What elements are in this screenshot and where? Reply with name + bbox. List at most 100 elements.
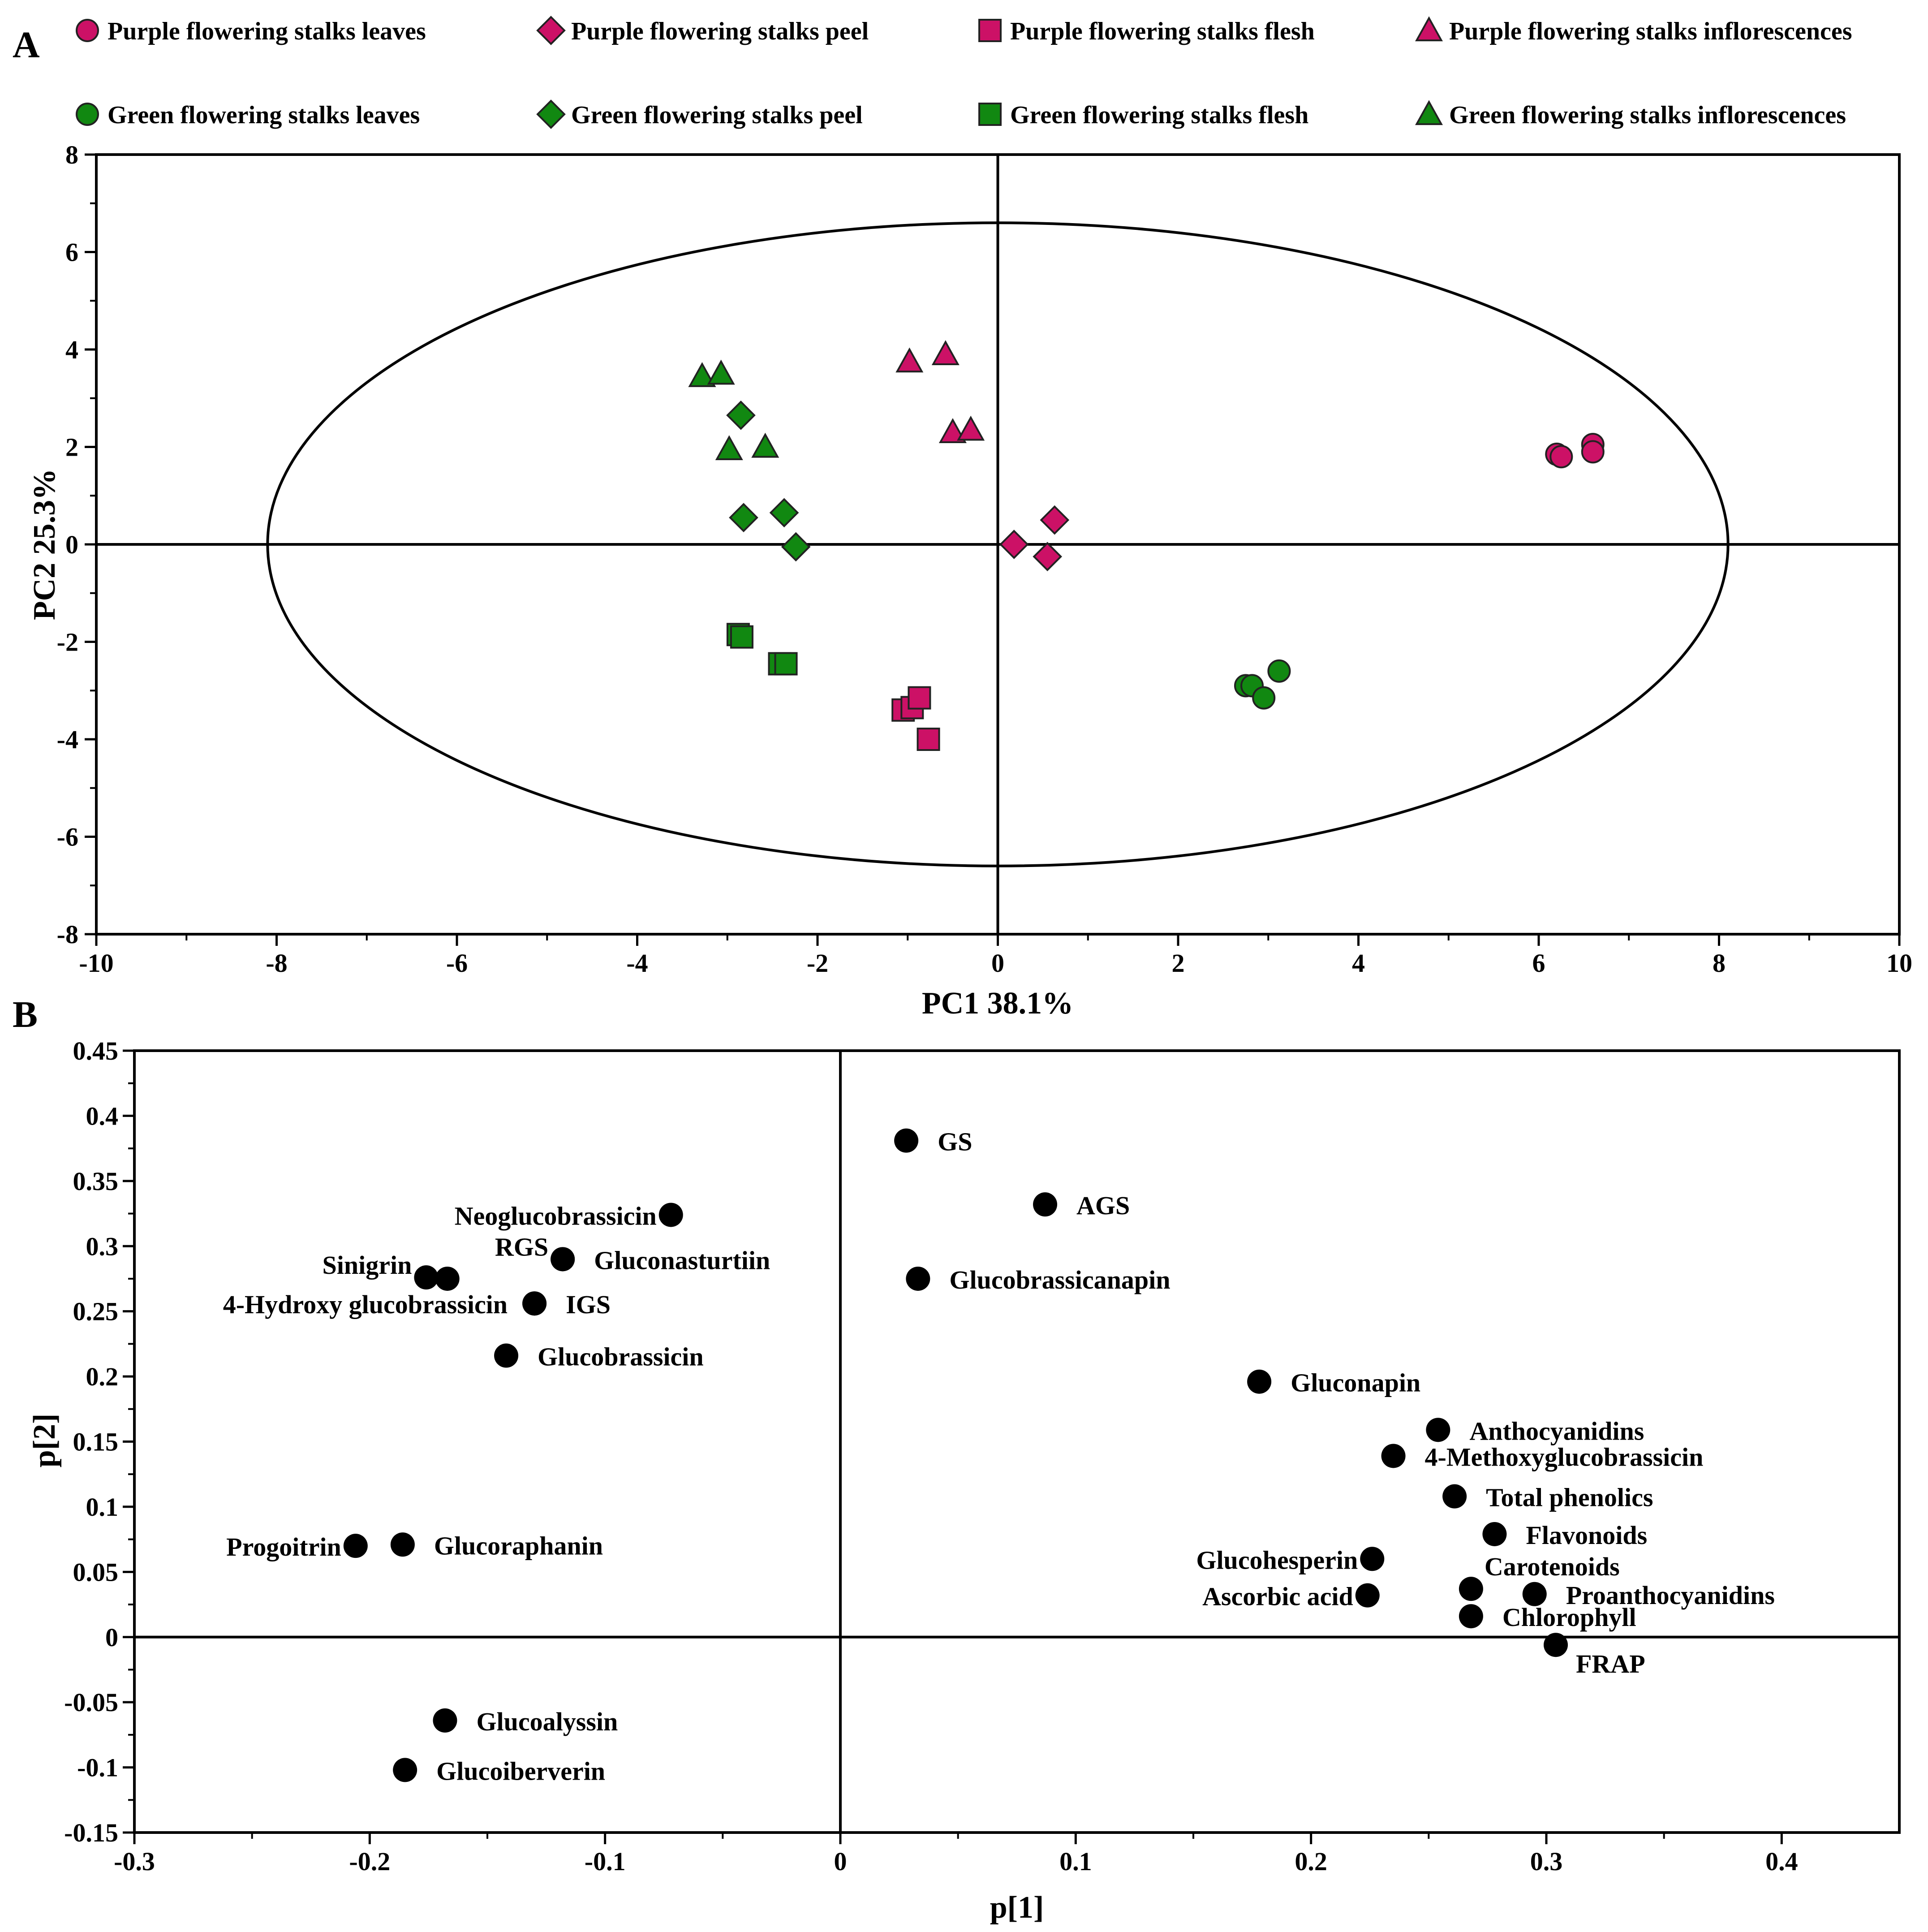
legend-label: Purple flowering stalks leaves xyxy=(108,17,426,45)
y-tick-label: 0.35 xyxy=(73,1167,119,1196)
x-tick-label: -4 xyxy=(626,949,648,978)
y-tick-label: 0.2 xyxy=(86,1362,119,1391)
loading-label: Sinigrin xyxy=(323,1251,412,1280)
legend-label: Purple flowering stalks flesh xyxy=(1010,17,1315,45)
loading-label: Gluconasturtiin xyxy=(594,1246,770,1275)
x-tick-label: 0.3 xyxy=(1530,1847,1563,1876)
y-tick-label: 2 xyxy=(65,433,78,462)
y-tick-label: -2 xyxy=(57,628,78,657)
loading-gluconapin: Gluconapin xyxy=(1247,1368,1420,1397)
x-tick-label: 2 xyxy=(1172,949,1185,978)
panel-a-y-axis-title: PC2 25.3% xyxy=(27,469,62,620)
loading-label: Progoitrin xyxy=(226,1532,341,1561)
data-point-diamond xyxy=(726,400,756,430)
panel-b-loadings: GS AGS Glucobrassicanapin Neoglucobrassicin… xyxy=(223,1127,1775,1786)
loading-carotenoids: Carotenoids xyxy=(1459,1552,1620,1601)
data-point-diamond xyxy=(781,532,811,562)
loading-label: 4-Hydroxy glucobrassicin xyxy=(223,1290,508,1319)
loading-label: Glucohesperin xyxy=(1196,1545,1358,1574)
loading-point xyxy=(1426,1418,1450,1442)
legend-label: Green flowering stalks inflorescences xyxy=(1449,101,1846,129)
loading-label: Ascorbic acid xyxy=(1202,1582,1353,1611)
loading-ascorbic-acid: Ascorbic acid xyxy=(1202,1582,1380,1611)
data-point-triangle xyxy=(938,418,967,443)
loading-label: Glucobrassicanapin xyxy=(949,1265,1170,1294)
loading-neoglucobrassicin: Neoglucobrassicin xyxy=(455,1201,683,1230)
loading-ags: AGS xyxy=(1033,1191,1130,1220)
loading-point xyxy=(1544,1633,1568,1657)
loading-point xyxy=(1381,1444,1406,1468)
y-tick-label: 0.45 xyxy=(73,1036,119,1065)
loading-point xyxy=(393,1758,417,1782)
loading-label: GS xyxy=(938,1127,972,1156)
loading-sinigrin: Sinigrin xyxy=(323,1251,439,1290)
data-point-triangle xyxy=(895,347,924,373)
loading-point xyxy=(1522,1582,1547,1606)
data-point-diamond xyxy=(999,530,1029,559)
x-tick-label: -10 xyxy=(79,949,113,978)
loading-point xyxy=(1482,1522,1507,1546)
data-point-diamond xyxy=(1040,505,1070,535)
loading-point xyxy=(343,1534,368,1558)
loading-total-phenolics: Total phenolics xyxy=(1442,1483,1653,1512)
y-tick-label: -4 xyxy=(57,725,78,754)
legend-marker-diamond xyxy=(536,16,566,45)
loading-progoitrin: Progoitrin xyxy=(226,1532,368,1561)
y-tick-label: -0.05 xyxy=(64,1688,118,1717)
legend-label: Green flowering stalks peel xyxy=(571,101,863,129)
legend-item-green-flowering-stalks-inflorescences: Green flowering stalks inflorescences xyxy=(1415,100,1846,129)
loading-label: RGS xyxy=(495,1232,548,1261)
loading-label: 4-Methoxyglucobrassicin xyxy=(1425,1442,1704,1471)
loading-glucoiberverin: Glucoiberverin xyxy=(393,1756,605,1785)
loading-label: Proanthocyanidins xyxy=(1566,1581,1775,1610)
loading-point xyxy=(390,1532,415,1557)
loading-glucoraphanin: Glucoraphanin xyxy=(390,1531,603,1560)
loading-proanthocyanidins: Proanthocyanidins xyxy=(1522,1581,1775,1610)
legend-marker-square xyxy=(978,103,1002,126)
loading-point xyxy=(1459,1577,1483,1601)
y-tick-label: 0.05 xyxy=(73,1557,119,1587)
loading-glucohesperin: Glucohesperin xyxy=(1196,1545,1385,1574)
loading-point xyxy=(1360,1547,1385,1571)
x-tick-label: 0 xyxy=(991,949,1004,978)
x-tick-label: 8 xyxy=(1713,949,1726,978)
loading-4-hydroxy-glucobrassicin: 4-Hydroxy glucobrassicin xyxy=(223,1290,547,1319)
loading-glucobrassicanapin: Glucobrassicanapin xyxy=(906,1265,1170,1294)
x-tick-label: -0.1 xyxy=(585,1847,626,1876)
panel-a-label: A xyxy=(13,24,40,66)
data-point-circle xyxy=(1267,659,1291,683)
x-tick-label: 4 xyxy=(1352,949,1365,978)
series-purple-flowering-stalks-peel xyxy=(999,505,1070,572)
loading-unlabeled xyxy=(435,1266,460,1291)
x-tick-label: -6 xyxy=(446,949,468,978)
data-point-circle xyxy=(1581,440,1605,464)
loading-glucoalyssin: Glucoalyssin xyxy=(433,1707,618,1736)
loading-label: Gluconapin xyxy=(1291,1368,1420,1397)
data-point-square xyxy=(917,728,940,751)
series-green-flowering-stalks-inflorescences xyxy=(688,359,779,461)
loading-label: AGS xyxy=(1076,1191,1130,1220)
loading-label: IGS xyxy=(566,1290,611,1319)
data-point-diamond xyxy=(1033,542,1063,572)
loading-label: Anthocyanidins xyxy=(1469,1416,1644,1445)
loading-4-methoxyglucobrassicin: 4-Methoxyglucobrassicin xyxy=(1381,1442,1704,1471)
loading-label: Glucoiberverin xyxy=(436,1756,605,1785)
series-green-flowering-stalks-flesh xyxy=(726,623,798,676)
panel-a-scores xyxy=(688,340,1605,751)
series-green-flowering-stalks-peel xyxy=(726,400,811,562)
loading-flavonoids: Flavonoids xyxy=(1482,1521,1647,1550)
series-purple-flowering-stalks-flesh xyxy=(891,686,940,751)
legend-item-green-flowering-stalks-leaves: Green flowering stalks leaves xyxy=(76,101,420,129)
loading-label: Chlorophyll xyxy=(1502,1603,1636,1632)
data-point-triangle xyxy=(688,362,716,387)
data-point-square xyxy=(774,652,798,676)
legend-marker-square xyxy=(978,19,1002,42)
loading-point xyxy=(1442,1484,1467,1509)
data-point-circle xyxy=(1549,445,1573,469)
x-tick-label: -0.3 xyxy=(114,1847,155,1876)
x-tick-label: -2 xyxy=(807,949,828,978)
y-tick-label: 8 xyxy=(65,140,78,169)
legend-label: Green flowering stalks leaves xyxy=(108,101,420,129)
y-tick-label: 0.3 xyxy=(86,1232,119,1261)
